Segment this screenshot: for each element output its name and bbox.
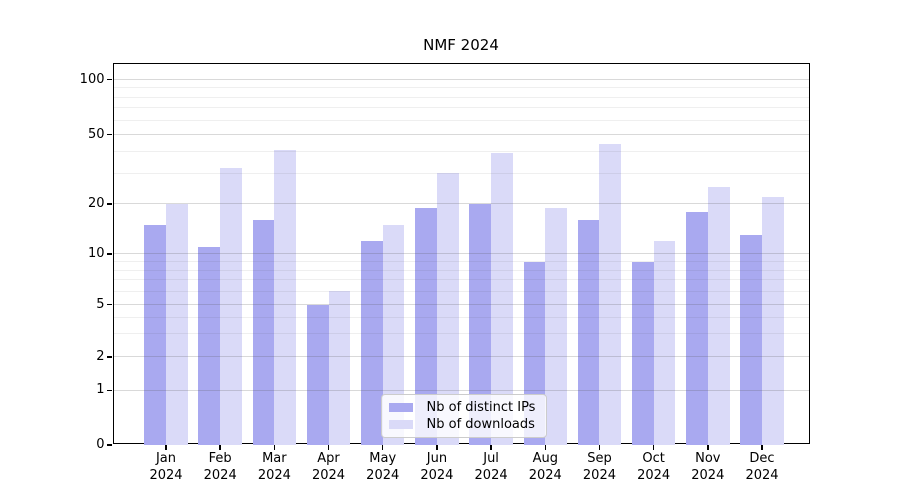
legend-label-distinct-ips: Nb of distinct IPs [426,399,536,415]
y-tick-mark [107,203,112,205]
gridline-major [113,79,809,80]
gridline-major [113,389,809,391]
x-tick-label: Jun 2024 [420,451,454,483]
plot-area: 0 1 2 5 10 20 50 100 Jan 2024 Feb 2024 Mar 2024 Apr… [80,62,810,483]
gridline-minor [113,172,809,174]
bar-distinct-ips [686,211,708,445]
x-tick-mark [707,444,709,450]
gridline-minor [113,333,809,335]
y-tick-label: 20 [87,195,105,211]
y-tick-mark [107,389,112,392]
x-tick-label: Mar 2024 [257,451,291,483]
x-tick-mark [598,444,601,450]
y-tick-label: 5 [96,296,105,312]
x-tick-mark [327,444,330,450]
gridline-major [113,304,809,305]
legend-swatch-distinct-ips [388,402,413,412]
bar-distinct-ips [198,247,221,445]
gridline-minor [113,316,809,318]
x-tick-label: Dec 2024 [745,451,779,483]
gridline-minor [113,96,809,98]
bar-distinct-ips [631,261,654,445]
bar-downloads [545,207,567,445]
y-tick-label: 2 [96,348,105,364]
gridline-major [113,356,809,358]
gridlines-layer [113,64,809,444]
x-tick-label: May 2024 [366,451,400,483]
gridline-minor [113,150,809,152]
bar-downloads [220,168,242,445]
y-tick-mark [107,133,112,136]
x-tick-label: Oct 2024 [637,451,671,483]
bar-distinct-ips [415,207,437,445]
chart-title: NMF 2024 [423,36,499,54]
gridline-minor [113,261,809,263]
gridline-minor [113,119,809,121]
bar-distinct-ips [469,203,492,445]
x-tick-mark [219,444,221,450]
legend-entry-distinct-ips: Nb of distinct IPs [388,399,538,415]
gridline-major [113,203,809,205]
gridline-minor [113,290,809,292]
bar-distinct-ips [740,235,762,445]
x-tick-label: Nov 2024 [691,451,725,483]
x-tick-label: Sep 2024 [582,451,616,483]
y-tick-label: 50 [87,126,105,142]
bar-distinct-ips [306,304,329,445]
legend-entry-downloads: Nb of downloads [388,416,538,432]
bar-downloads [653,240,676,445]
y-tick-mark [107,303,112,306]
bar-downloads [328,291,351,445]
x-tick-mark [544,444,547,450]
gridline-minor [113,279,809,281]
gridline-minor [113,87,809,89]
y-tick-label: 100 [79,71,105,87]
y-tick-label: 1 [96,382,105,398]
x-tick-label: Jan 2024 [149,451,183,483]
x-tick-mark [273,444,276,450]
bar-distinct-ips [144,224,166,445]
bar-distinct-ips [361,240,383,445]
legend-swatch-downloads [388,419,413,429]
y-tick-mark [107,78,112,81]
y-tick-label: 0 [96,437,105,452]
bar-downloads [707,187,730,445]
bar-downloads [491,153,513,445]
x-tick-label: Feb 2024 [203,451,237,483]
gridline-major [113,134,809,135]
y-tick-mark [107,253,112,255]
legend-label-downloads: Nb of downloads [426,416,535,432]
gridline-major [113,253,809,255]
bar-downloads [762,196,784,445]
x-tick-label: Jul 2024 [474,451,508,483]
x-tick-label: Apr 2024 [311,451,346,483]
bar-downloads [166,203,188,445]
x-tick-mark [490,444,492,450]
bar-downloads [382,224,405,445]
bar-downloads [599,144,622,445]
x-tick-label: Aug 2024 [528,451,562,483]
legend: Nb of distinct IPs Nb of downloads [380,393,547,438]
x-tick-mark [165,444,167,450]
gridline-minor [113,107,809,109]
bar-distinct-ips [577,220,600,445]
bar-distinct-ips [252,220,275,445]
x-tick-mark [381,444,384,450]
x-tick-mark [652,444,655,450]
bar-downloads [436,173,459,445]
y-tick-label: 10 [87,245,105,261]
x-tick-mark [436,444,438,450]
bar-downloads [274,149,297,445]
x-tick-mark [761,444,763,450]
gridline-minor [113,269,809,271]
axis-ticks-layer: 0 1 2 5 10 20 50 100 Jan 2024 Feb 2024 Mar 2024 Apr… [80,64,810,483]
y-tick-mark [107,444,112,446]
y-tick-mark [107,356,112,358]
